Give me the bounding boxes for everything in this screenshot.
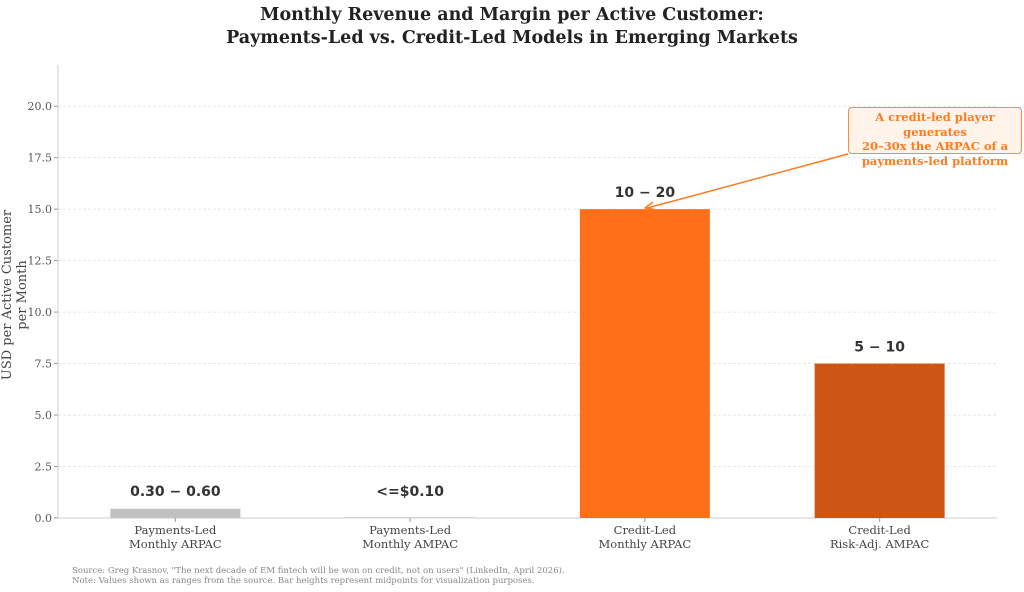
chart-title: Monthly Revenue and Margin per Active Cu… [0,4,1024,50]
data-label: 0.30 − 0.60 [130,484,221,500]
annotation-line-3: payments-led platform [861,153,1009,168]
annotation-box: A credit-led player generates 20–30x the… [848,107,1022,168]
source-text: Source: Greg Krasnov, "The next decade o… [72,566,565,576]
y-tick-label: 2.5 [35,461,53,474]
annotation-line-1: A credit-led player generates [875,110,995,139]
x-tick-label: Credit-Led [848,523,911,537]
y-tick-label: 10.0 [28,306,53,319]
y-tick-label: 12.5 [28,255,53,268]
x-tick-label: Monthly ARPAC [129,537,222,551]
y-tick-label: 15.0 [28,203,53,216]
y-tick-label: 0.0 [35,512,53,525]
title-line-2: Payments-Led vs. Credit-Led Models in Em… [226,28,798,48]
bar [110,508,241,518]
arrow-head-icon [644,201,654,210]
x-tick-label: Monthly AMPAC [362,537,458,551]
y-tick-label: 7.5 [35,358,53,371]
title-line-1: Monthly Revenue and Margin per Active Cu… [260,5,764,25]
y-tick-label: 5.0 [35,409,53,422]
x-tick-label: Credit-Led [614,523,677,537]
y-tick-label: 17.5 [28,152,53,165]
bar [345,516,476,519]
data-label: 10 − 20 [615,185,676,201]
y-tick-label: 20.0 [28,100,53,113]
annotation-line-2: 20–30x the ARPAC of a [861,139,1009,153]
bar [814,363,945,518]
x-tick-label: Monthly ARPAC [599,537,692,551]
data-label: 5 − 10 [854,340,905,356]
note-text: Note: Values shown as ranges from the so… [72,576,535,586]
x-tick-label: Risk-Adj. AMPAC [830,537,930,551]
x-tick-label: Payments-Led [369,523,452,537]
annotation-arrow [646,153,849,209]
data-label: <=$0.10 [376,484,444,500]
x-tick-label: Payments-Led [134,523,217,537]
bar [579,209,710,519]
